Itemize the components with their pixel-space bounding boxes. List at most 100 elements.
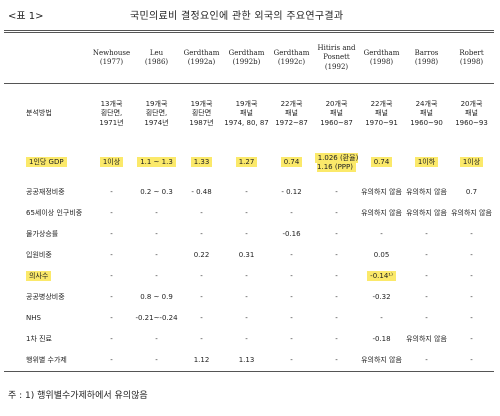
cell-text: - [110,208,113,217]
row-label: 공공재정비중 [4,182,89,203]
table-cell: - [89,350,134,372]
cell-text: -0.16 [282,229,301,238]
table-row: 분석방법 13개국 횡단면, 1971년 19개국 횡단면, 1974년 19개국 횡… [4,84,494,145]
cell-text: - [470,229,473,238]
row-label: 1인당 GDP [4,144,89,182]
row-label: 물가상승률 [4,224,89,245]
table-cell: 24개국 패널 1960~90 [404,84,449,145]
cell-text: 0.05 [373,250,390,259]
cell-text: - 0.48 [191,187,212,196]
cell-text: 1인당 GDP [26,157,67,168]
table-cell: - [449,308,494,329]
table-row: 공공재정비중 - 0.2 ~ 0.3 - 0.48 - - 0.12 - 유의하지 않음 유의하… [4,182,494,203]
cell-text: 19개국 횡단면 1987년 [189,100,214,127]
column-header: Hitiris and Posnett (1992) [314,30,359,84]
table-cell: - [224,224,269,245]
table-cell: 0.74 [269,144,314,182]
column-header: Gerdtham (1992b) [224,30,269,84]
cell-text: 22개국 패널 1972~87 [275,100,308,127]
table-cell: 20개국 패널 1960~93 [449,84,494,145]
cell-text: 유의하지 않음 [406,208,447,217]
cell-text: - [200,334,203,343]
cell-text: 1.13 [238,355,255,364]
table-cell: 0.8 ~ 0.9 [134,287,179,308]
cell-text: - [335,208,338,217]
cell-text: - [335,250,338,259]
cell-text: 0.31 [238,250,255,259]
cell-text: -0.32 [372,292,391,301]
cell-text: - [335,229,338,238]
cell-text: 의사수 [26,270,52,281]
table-cell: 유의하지 않음 [359,350,404,372]
cell-text: 20개국 패널 1960~93 [455,100,488,127]
cell-text: 13개국 횡단면, 1971년 [99,100,124,127]
table-cell: - [89,245,134,266]
cell-text: - [335,334,338,343]
cell-text: 19개국 패널 1974, 80, 87 [224,100,269,127]
cell-text: -0.14¹⁾ [367,270,396,281]
table-cell: - [359,308,404,329]
table-cell: 22개국 패널 1972~87 [269,84,314,145]
cell-text: - [110,271,113,280]
table-cell: 19개국 횡단면 1987년 [179,84,224,145]
table-cell: - [179,329,224,350]
cell-text: 1이상 [99,157,124,168]
cell-text: - [290,292,293,301]
table-cell: 1.026 (환율) 1.16 (PPP) [314,144,359,182]
table-cell: 20개국 패널 1960~87 [314,84,359,145]
cell-text: 0.7 [465,187,478,196]
table-cell: - [449,350,494,372]
table-cell: -0.21~-0.24 [134,308,179,329]
cell-text: - [290,355,293,364]
row-label: 의사수 [4,266,89,287]
cell-text: - [245,208,248,217]
table-cell: - [314,224,359,245]
cell-text: - [380,313,383,322]
table-cell: - [269,266,314,287]
cell-text: - [200,271,203,280]
table-cell: 0.7 [449,182,494,203]
cell-text: - [155,355,158,364]
footnote: 주 : 1) 행위별수가제하에서 유의않음 [8,391,148,401]
cell-text: - [110,292,113,301]
table-cell: - [404,308,449,329]
row-label: NHS [4,308,89,329]
cell-text: 65세이상 인구비중 [26,208,83,217]
table-cell: 유의하지 않음 [359,182,404,203]
column-header: Leu (1986) [134,30,179,84]
cell-text: - [155,208,158,217]
table-cell: 0.74 [359,144,404,182]
cell-text: - [470,271,473,280]
table-cell: 0.22 [179,245,224,266]
cell-text: - [200,292,203,301]
cell-text: - [110,334,113,343]
cell-text: 1.12 [193,355,210,364]
cell-text: - [110,313,113,322]
table-cell: 유의하지 않음 [404,203,449,224]
table-cell: 19개국 횡단면, 1974년 [134,84,179,145]
cell-text: 0.22 [193,250,210,259]
table-row: 물가상승률 - - - - -0.16 - - - - [4,224,494,245]
cell-text: - [425,250,428,259]
cell-text: 0.74 [280,157,303,168]
cell-text: 행위별 수가제 [26,355,67,364]
table-cell: - [224,287,269,308]
cell-text: - [425,271,428,280]
table-cell: - [179,287,224,308]
cell-text: 24개국 패널 1960~90 [410,100,443,127]
table-cell: - 0.12 [269,182,314,203]
cell-text: - [470,355,473,364]
cell-text: - [155,229,158,238]
table-cell: 1이상 [449,144,494,182]
cell-text: 유의하지 않음 [361,208,402,217]
cell-text: - [470,250,473,259]
cell-text: - [335,313,338,322]
table-cell: - [269,308,314,329]
cell-text: 물가상승률 [26,229,59,238]
table-cell: - [89,203,134,224]
cell-text: - [335,187,338,196]
table-cell: - [134,350,179,372]
cell-text: 유의하지 않음 [406,334,447,343]
cell-text: - [245,271,248,280]
table-cell: 13개국 횡단면, 1971년 [89,84,134,145]
